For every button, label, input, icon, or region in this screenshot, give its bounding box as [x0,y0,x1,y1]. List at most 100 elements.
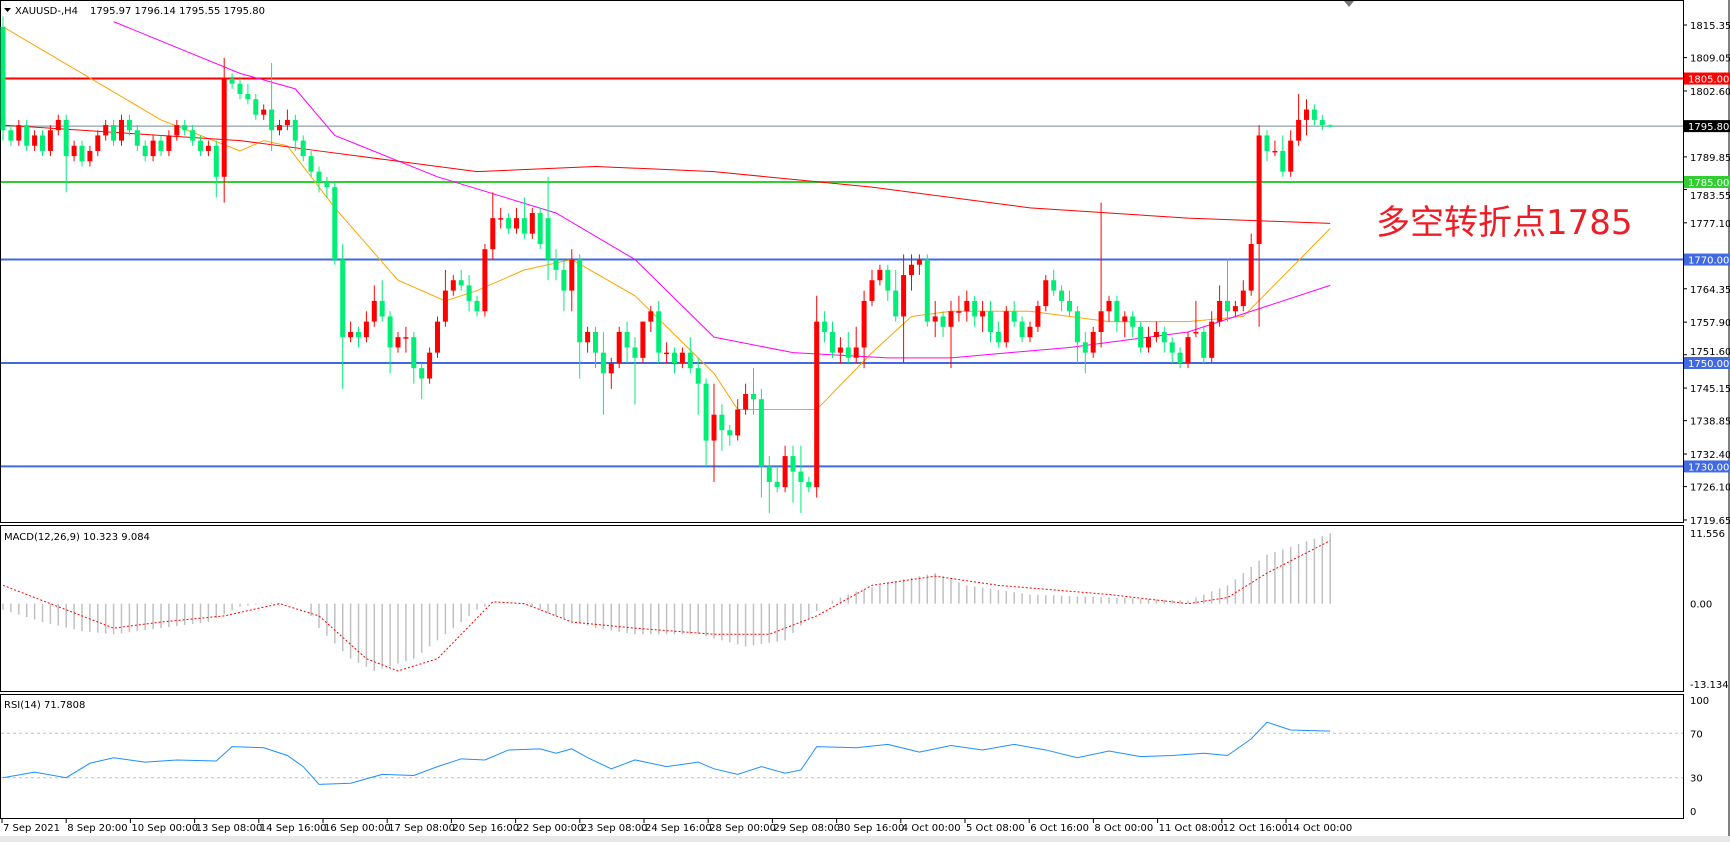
candle-body [679,352,685,363]
candle [774,466,780,493]
candle-body [1051,280,1057,291]
candle [585,326,591,353]
candle-body [1280,150,1286,172]
candle-body [1074,311,1080,343]
candle [134,125,140,151]
candle-body [569,259,575,291]
candle-body [1035,306,1041,327]
candle [948,300,954,369]
candle-body [593,331,598,353]
candle [624,321,630,363]
candle-body [956,311,962,313]
chart-tabs-bar[interactable] [0,836,1730,842]
candle [142,140,148,162]
candle [758,388,764,498]
candle [1106,295,1112,322]
time-tick-label: 28 Sep 00:00 [709,823,776,834]
candle-body [1304,109,1309,120]
candle-body [1272,150,1278,153]
candle [427,347,433,384]
candle [198,135,203,157]
candle-body [1240,290,1246,307]
candle [561,259,567,312]
candle-body [521,218,527,234]
price-tick-label: 1783.55 [1690,191,1730,202]
price-tick-label: 1809.05 [1690,54,1730,65]
candle [1122,311,1128,338]
candle-body [182,125,188,131]
candle-body [1146,337,1151,348]
candle [450,275,456,296]
time-tick-label: 13 Sep 08:00 [196,823,263,834]
candle-body [442,290,448,322]
candle-body [229,78,235,84]
candle [498,207,504,229]
candle [553,249,559,281]
candle-body [490,218,496,250]
candle [103,119,109,141]
candle-body [71,145,77,157]
candle-body [1217,300,1223,322]
candle [442,269,448,327]
candle [1288,130,1294,177]
candle [1248,233,1254,296]
candle-body [529,213,535,234]
pivot-annotation[interactable]: 多空转折点1785 [1376,203,1633,243]
candle [719,404,725,451]
candle [916,254,922,276]
candle [356,326,361,348]
candle-body [1082,342,1088,353]
time-tick-label: 24 Sep 16:00 [645,823,712,834]
candle [766,456,772,513]
time-tick-label: 20 Sep 16:00 [452,823,519,834]
time-tick-label: 12 Oct 16:00 [1223,823,1288,834]
candle-body [514,218,519,229]
candle [687,337,693,374]
candle [845,331,851,363]
time-tick-label: 7 Sep 2021 [3,823,60,834]
symbol-menu-triangle-icon[interactable] [4,8,11,12]
candle-body [727,430,733,436]
candle [308,150,314,177]
candle-body [885,269,891,291]
candle [1146,326,1151,353]
time-tick-label: 14 Sep 16:00 [260,823,327,834]
candle [419,362,425,400]
candle-body [348,331,354,338]
candle-body [498,218,504,220]
moving-average-line [2,26,1331,411]
candle [1161,326,1167,353]
macd-tick-label: 11.556 [1690,529,1725,540]
level-price-label: 1730.00 [1688,462,1729,473]
candle-body [616,331,622,363]
candle [1059,285,1065,312]
candle-body [972,300,978,317]
candle [1067,290,1072,317]
candle-body [126,119,132,131]
candle [482,244,488,317]
candle [1074,306,1080,363]
candle-body [1296,119,1302,141]
level-price-tag [1684,175,1730,188]
time-tick-label: 11 Oct 08:00 [1159,823,1224,834]
candle-body [608,362,614,374]
time-tick-label: 8 Sep 20:00 [67,823,127,834]
chart-shift-marker-icon[interactable] [1344,1,1354,7]
candle [190,125,196,146]
candle-body [822,321,828,332]
time-tick-label: 8 Oct 00:00 [1094,823,1153,834]
price-tick-label: 1764.35 [1690,285,1730,296]
candle [656,300,662,363]
candle-body [980,311,986,317]
candle-body [703,383,709,441]
candle-body [814,321,820,488]
candle-body [95,135,101,151]
candle-body [830,331,835,353]
candle-body [213,145,219,177]
candle-body [735,409,741,436]
candle-body [877,269,883,281]
time-tick-label: 29 Sep 08:00 [773,823,840,834]
candle-body [205,145,211,151]
moving-average-line [113,21,1331,359]
